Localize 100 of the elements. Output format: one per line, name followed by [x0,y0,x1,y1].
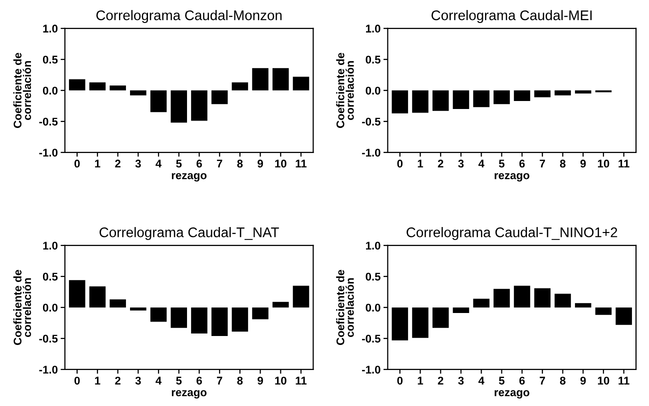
x-tick-label: 4 [156,160,162,168]
bar [130,307,146,311]
bar [89,82,106,90]
y-axis-title: Coeficiente de correlación [336,270,354,345]
y-tick-label: -1.0 [39,366,58,374]
bar [130,90,146,96]
bar [595,307,612,315]
bar [272,68,289,90]
y-axis-title: Coeficiente de correlación [13,52,32,128]
x-tick-label: 0 [397,376,403,385]
x-tick-label: 8 [237,160,243,168]
y-tick-label: 0.0 [42,304,58,312]
bar [432,307,449,328]
y-tick-label: 1.0 [43,242,58,250]
x-tick-label: 0 [74,376,80,385]
x-tick-label: 7 [216,376,222,384]
y-tick-label: -0.5 [39,118,58,126]
bar [292,76,310,90]
bar [252,68,268,90]
x-tick-label: 1 [418,160,424,168]
y-tick-label: -0.5 [362,118,380,126]
x-axis-title: rezago [172,390,207,399]
x-tick-label: 3 [135,160,141,168]
x-tick-label: 7 [216,160,222,168]
x-tick-label: 11 [296,160,307,168]
bar [211,90,228,104]
x-tick-label: 8 [560,160,566,168]
x-tick-label: 1 [418,376,424,384]
bar [68,79,86,90]
y-tick-label: 0.0 [366,304,380,312]
x-tick-label: 8 [560,376,566,385]
x-axis-title: rezago [494,173,530,182]
bar [574,303,592,308]
x-tick-label: 4 [156,376,162,384]
x-tick-label: 9 [258,160,263,168]
x-tick-label: 10 [598,160,610,168]
bar [68,280,86,308]
bar [110,299,126,308]
bar [514,286,530,308]
bar [534,288,551,308]
x-tick-label: 3 [458,160,464,168]
x-axis-title: rezago [172,173,207,182]
y-tick-label: 0.5 [42,272,58,281]
y-tick-label: -0.5 [39,334,58,343]
x-tick-label: 5 [176,160,182,168]
chart-title: Correlograma Caudal-MEI [432,10,592,23]
y-tick-label: 0.0 [366,86,380,95]
x-tick-label: 2 [115,160,120,168]
bar [170,90,188,123]
x-tick-label: 2 [115,376,120,384]
bar [473,298,490,308]
chart-title: Correlograma Caudal-Monzon [96,10,282,23]
bar [232,307,248,332]
bar [392,307,408,340]
x-tick-label: 0 [74,160,80,168]
x-tick-label: 8 [237,376,243,385]
chart-title: Correlograma Caudal-T_NINO1+2 [406,227,618,240]
bar [191,307,208,334]
y-tick-label: 0.5 [366,56,380,64]
x-tick-label: 11 [618,376,630,384]
bar [452,307,470,314]
x-tick-label: 7 [540,376,545,384]
bar [252,307,268,320]
y-axis-title: Coeficiente de correlación [336,52,354,128]
y-tick-label: 1.0 [366,24,380,33]
x-tick-label: 6 [196,376,202,385]
x-tick-label: 5 [498,376,504,385]
bar [292,286,310,308]
bar [412,307,428,338]
y-tick-label: -1.0 [362,366,380,374]
x-tick-label: 5 [498,160,504,168]
bar [554,294,571,308]
x-tick-label: 6 [519,160,525,168]
x-tick-label: 11 [618,160,630,168]
x-tick-label: 1 [95,376,100,384]
y-tick-label: 1.0 [366,242,380,250]
x-tick-label: 4 [478,376,484,384]
bar [150,307,167,322]
y-tick-label: 1.0 [43,24,58,33]
x-tick-label: 3 [458,376,464,385]
x-tick-label: 9 [580,160,586,168]
y-tick-label: -0.5 [362,334,380,343]
x-tick-label: 11 [296,376,307,384]
x-axis-title: rezago [494,390,530,399]
x-tick-label: 0 [397,160,403,168]
y-tick-label: -1.0 [39,148,58,157]
x-tick-label: 7 [540,160,545,168]
y-tick-label: 0.5 [366,272,380,281]
bar [89,286,106,308]
y-tick-label: 0.0 [42,86,58,95]
x-tick-label: 6 [196,160,202,168]
y-axis-title: Coeficiente de correlación [13,270,32,345]
bar [232,82,248,90]
y-tick-label: 0.5 [42,56,58,64]
x-tick-label: 10 [275,376,286,385]
x-tick-label: 5 [176,376,182,385]
chart-title: Correlograma Caudal-T_NAT [100,227,279,240]
bar [170,307,188,328]
bar [191,90,208,121]
bar [110,85,126,90]
